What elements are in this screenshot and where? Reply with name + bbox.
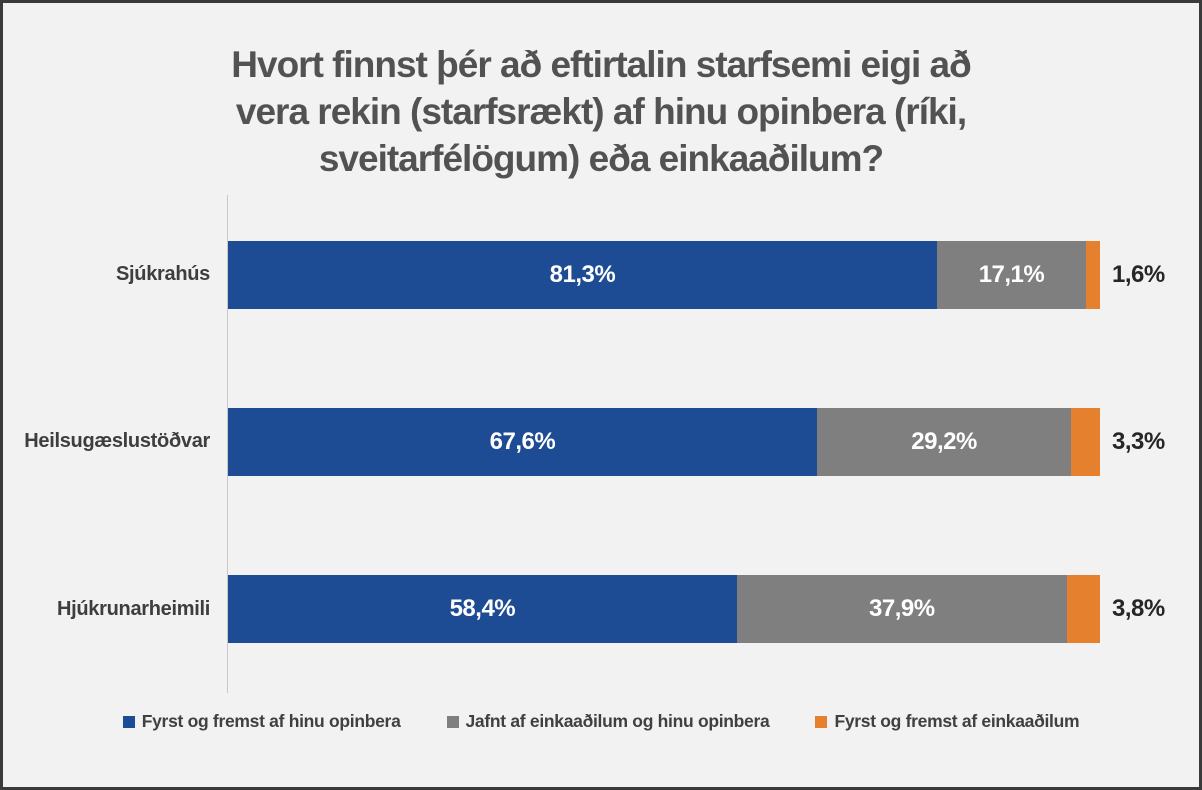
bar-segment: 37,9% — [736, 575, 1067, 644]
chart-title: Hvort finnst þér að eftirtalin starfsemi… — [3, 41, 1199, 182]
segment-value-label: 29,2% — [911, 427, 977, 455]
legend-swatch — [815, 715, 828, 728]
legend: Fyrst og fremst af hinu opinbera Jafnt af… — [3, 711, 1199, 732]
chart-title-line-2: vera rekin (starfsrækt) af hinu opinbera… — [235, 91, 967, 132]
legend-label: Jafnt af einkaaðilum og hinu opinbera — [465, 711, 770, 731]
legend-item: Fyrst og fremst af einkaaðilum — [815, 711, 1080, 732]
bar-segment: 17,1% — [936, 240, 1087, 309]
segment-value-label-outside: 3,8% — [1112, 595, 1165, 623]
legend-item: Fyrst og fremst af hinu opinbera — [122, 711, 401, 732]
bar-row: Heilsugæslustöðvar 67,6% 29,2% 3,3% — [3, 358, 1199, 525]
bar-segment — [1071, 407, 1100, 476]
bar-segment: 67,6% — [228, 407, 817, 476]
segment-value-label: 81,3% — [549, 260, 616, 288]
bar-track: 58,4% 37,9% — [228, 575, 1100, 644]
legend-swatch — [122, 715, 135, 728]
bar-segment: 81,3% — [228, 240, 937, 309]
bar-rows: Sjúkrahús 81,3% 17,1% 1,6% Heilsugæslustöðva… — [3, 191, 1199, 693]
bar-row: Sjúkrahús 81,3% 17,1% 1,6% — [3, 191, 1199, 358]
legend-label: Fyrst og fremst af hinu opinbera — [141, 711, 401, 731]
chart-title-line-1: Hvort finnst þér að eftirtalin starfsemi… — [231, 44, 971, 85]
bar-row: Hjúkrunarheimili 58,4% 37,9% 3,8% — [3, 526, 1199, 693]
segment-value-label: 17,1% — [978, 260, 1045, 288]
bar-segment — [1066, 575, 1100, 644]
bar-track: 81,3% 17,1% — [228, 240, 1100, 309]
category-label: Heilsugæslustöðvar — [24, 430, 210, 453]
segment-value-label: 58,4% — [449, 595, 516, 623]
chart-title-line-3: sveitarfélögum) eða einkaaðilum? — [318, 138, 884, 179]
legend-swatch — [446, 715, 459, 728]
bar-segment — [1086, 240, 1100, 309]
segment-value-label-outside: 3,3% — [1112, 427, 1165, 455]
plot-area: Sjúkrahús 81,3% 17,1% 1,6% Heilsugæslustöðva… — [3, 191, 1199, 693]
category-axis-line — [227, 195, 228, 693]
legend-item: Jafnt af einkaaðilum og hinu opinbera — [446, 711, 770, 732]
bar-segment: 58,4% — [228, 575, 737, 644]
bar-track: 67,6% 29,2% — [228, 407, 1100, 476]
bar-segment: 29,2% — [816, 407, 1072, 476]
category-label: Sjúkrahús — [116, 263, 210, 286]
legend-label: Fyrst og fremst af einkaaðilum — [834, 711, 1080, 731]
category-label: Hjúkrunarheimili — [56, 597, 210, 620]
segment-value-label: 37,9% — [869, 595, 935, 623]
segment-value-label-outside: 1,6% — [1112, 260, 1165, 288]
segment-value-label: 67,6% — [489, 427, 556, 455]
